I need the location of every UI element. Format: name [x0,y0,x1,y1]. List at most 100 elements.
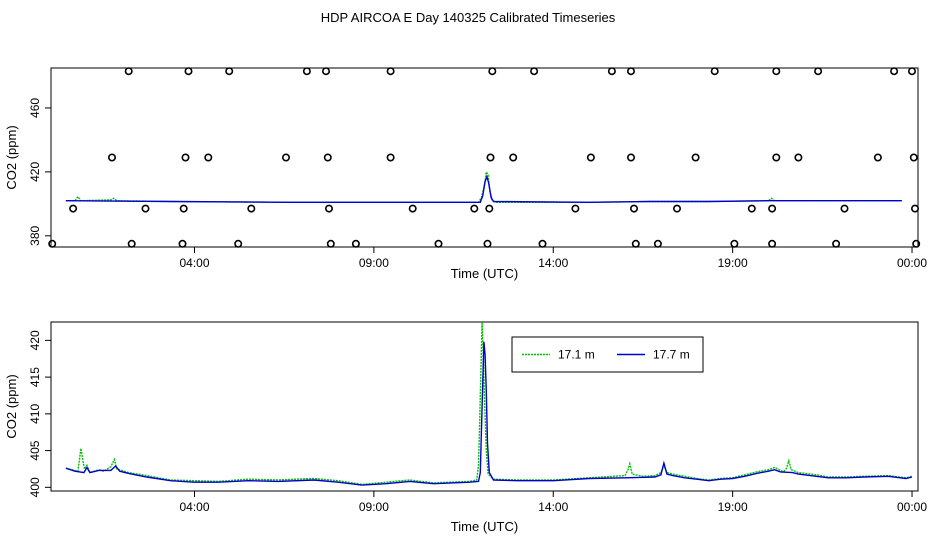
data-marker [351,239,360,248]
series-17-7-m-line [65,341,913,486]
data-marker [538,239,547,248]
top-x-axis: 04:00 09:00 14:00 19:00 00:00 [179,247,927,270]
data-marker [768,239,777,248]
data-marker [247,204,256,213]
x-tick-label: 04:00 [179,256,209,270]
y-tick-label: 420 [28,162,42,182]
data-marker [571,204,580,213]
data-marker [794,153,803,162]
bottom-y-axis-label: CO2 (ppm) [4,374,19,438]
data-marker [234,239,243,248]
data-marker [48,239,57,248]
series-17-1-m-line [65,321,913,486]
data-marker [323,153,332,162]
data-marker [486,153,495,162]
data-marker [179,204,188,213]
x-tick-label: 19:00 [718,500,748,514]
data-marker [302,67,311,76]
data-marker [225,67,234,76]
y-tick-label: 420 [28,330,42,350]
top-y-axis-label: CO2 (ppm) [4,125,19,189]
data-marker [434,239,443,248]
x-tick-label: 00:00 [897,500,927,514]
y-tick-label: 410 [28,404,42,424]
data-marker [204,153,213,162]
data-marker [141,204,150,213]
y-tick-label: 415 [28,367,42,387]
legend-label-17-7m: 17.7 m [653,348,690,362]
bottom-panel: 04:00 09:00 14:00 19:00 00:00 400 405 410 415 42… [4,321,927,534]
chart-title: HDP AIRCOA E Day 140325 Calibrated Times… [321,10,616,25]
data-marker [184,67,193,76]
legend: 17.1 m 17.7 m [511,336,704,373]
data-marker [626,153,635,162]
data-marker [912,239,921,248]
x-tick-label: 09:00 [359,500,389,514]
data-marker [408,204,417,213]
bottom-x-axis-label: Time (UTC) [451,519,518,534]
x-tick-label: 14:00 [538,256,568,270]
data-marker [386,67,395,76]
y-tick-label: 405 [28,440,42,460]
data-marker [127,239,136,248]
x-tick-label: 09:00 [359,256,389,270]
data-marker [631,239,640,248]
data-marker [530,67,539,76]
bottom-y-axis: 400 405 410 415 420 [28,330,51,497]
data-marker [326,239,335,248]
data-marker [178,239,187,248]
data-marker [626,67,635,76]
bottom-plot-frame [50,321,919,492]
data-marker [324,204,333,213]
x-tick-label: 19:00 [718,256,748,270]
data-marker [710,67,719,76]
data-marker [814,67,823,76]
data-marker [890,67,899,76]
y-tick-label: 460 [28,98,42,118]
top-panel: 04:00 09:00 14:00 19:00 00:00 380 420 460 Time… [4,67,927,281]
data-marker [321,67,330,76]
y-tick-label: 400 [28,477,42,497]
data-marker [772,67,781,76]
data-marker [509,153,518,162]
data-marker [281,153,290,162]
data-marker [691,153,700,162]
data-marker [873,153,882,162]
data-marker [653,239,662,248]
data-marker [832,239,841,248]
data-marker [108,153,117,162]
data-marker [485,204,494,213]
data-marker [730,239,739,248]
data-marker [69,204,78,213]
data-marker [386,153,395,162]
data-marker [483,239,492,248]
data-marker [910,204,919,213]
data-marker [907,67,916,76]
series-blue-line [65,174,902,204]
data-marker [488,67,497,76]
x-tick-label: 14:00 [538,500,568,514]
legend-label-17-1m: 17.1 m [558,348,595,362]
bottom-plot-marks [65,321,913,486]
top-plot-frame [50,67,919,248]
top-x-axis-label: Time (UTC) [451,266,518,281]
top-plot-marks [48,67,921,248]
data-marker [586,153,595,162]
data-marker [768,204,777,213]
data-marker [470,204,479,213]
data-marker [607,67,616,76]
data-marker [909,153,918,162]
top-y-axis: 380 420 460 [28,98,51,246]
data-marker [124,67,133,76]
data-marker [629,204,638,213]
data-marker [772,153,781,162]
data-marker [672,204,681,213]
data-marker [747,204,756,213]
bottom-x-axis: 04:00 09:00 14:00 19:00 00:00 [179,491,927,514]
data-marker [840,204,849,213]
x-tick-label: 04:00 [179,500,209,514]
x-tick-label: 00:00 [897,256,927,270]
y-tick-label: 380 [28,225,42,245]
data-marker [181,153,190,162]
